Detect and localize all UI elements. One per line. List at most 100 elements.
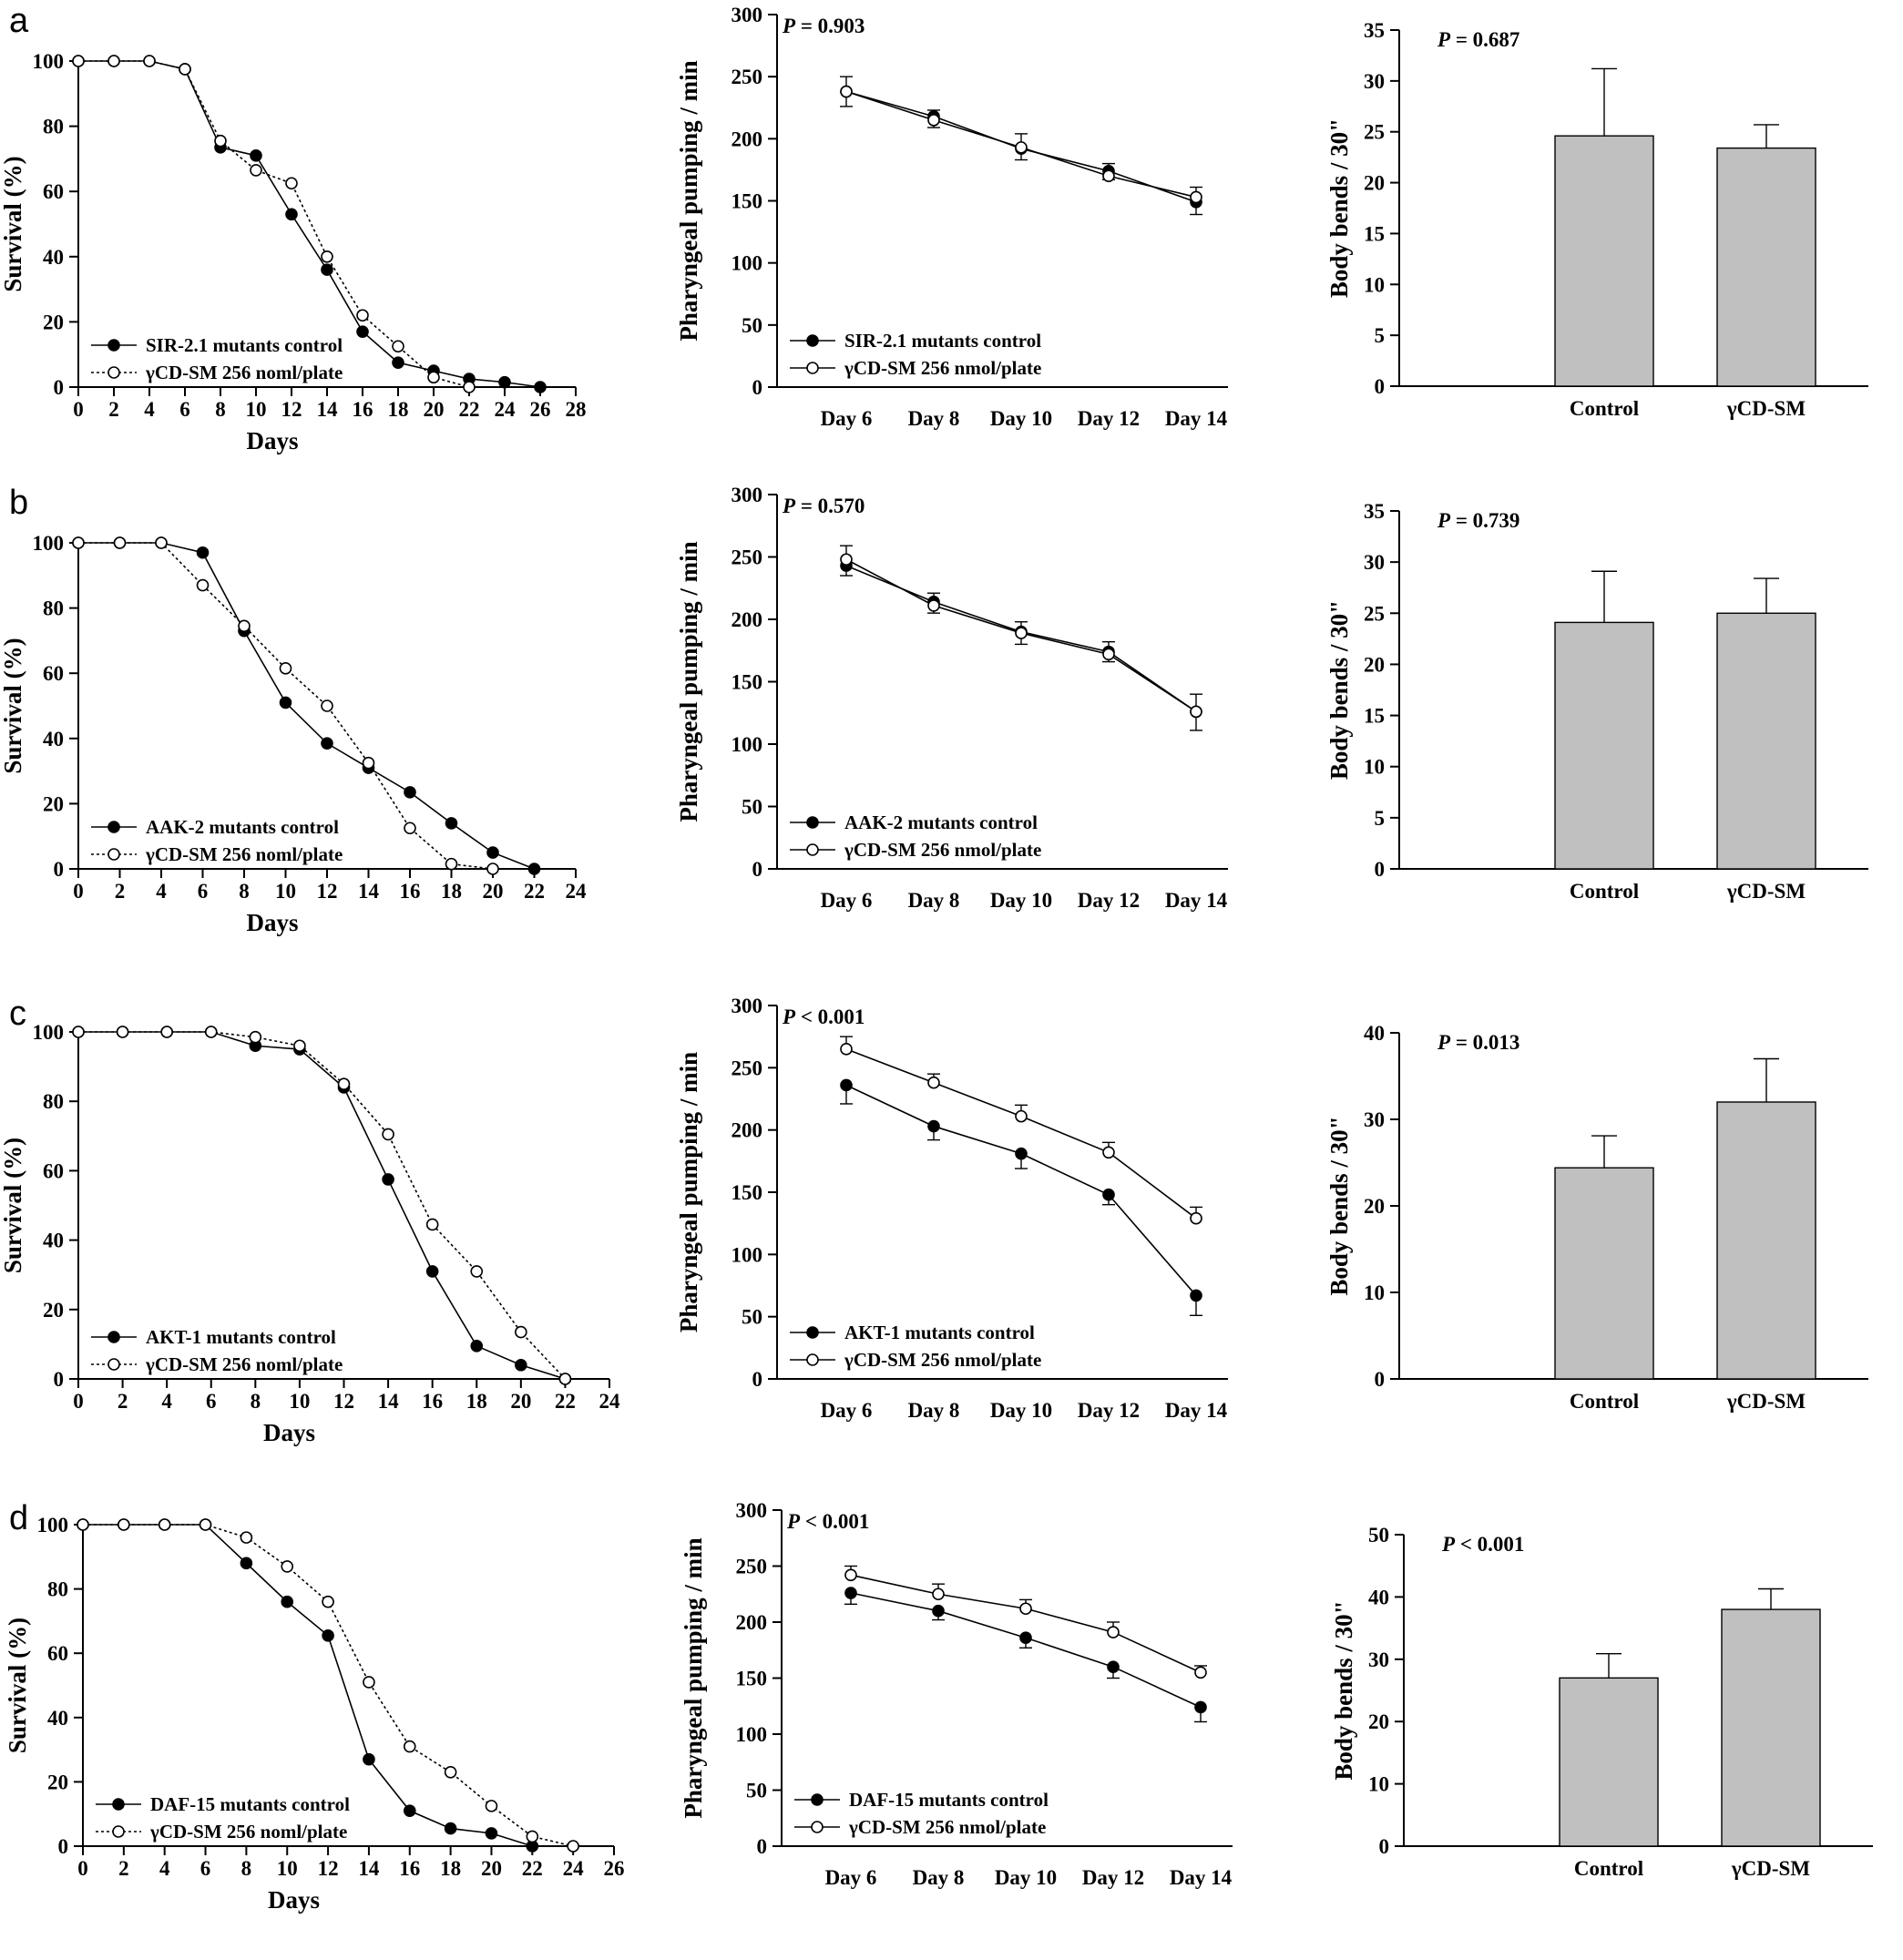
survival-point [567, 1840, 579, 1853]
bends-x-tick-label: Control [1574, 1857, 1643, 1880]
survival-legend-label: γCD-SM 256 noml/plate [145, 362, 343, 383]
pumping-legend-label: AKT-1 mutants control [844, 1322, 1035, 1343]
survival-x-axis-label: Days [268, 1886, 320, 1914]
survival-point [445, 817, 458, 830]
bends-chart: 0 5 10 15 20 25 30 35 Body bends / 30" Control γCD… [1325, 19, 1868, 420]
pumping-point [1190, 190, 1202, 204]
survival-series-line [78, 60, 470, 388]
bends-y-tick-label: 40 [1368, 1586, 1389, 1608]
survival-x-tick-label: 26 [604, 1857, 625, 1880]
bends-y-tick-label: 50 [1368, 1524, 1389, 1547]
pumping-x-tick-label: Day 8 [908, 407, 960, 430]
panel-letter: b [9, 484, 28, 522]
pumping-point [1102, 1146, 1115, 1159]
pumping-point [840, 85, 853, 98]
survival-x-tick-label: 14 [358, 880, 380, 903]
survival-x-tick-label: 4 [156, 880, 167, 903]
survival-point [281, 1595, 294, 1608]
survival-point [279, 696, 292, 709]
pumping-legend-marker [811, 1793, 824, 1806]
survival-series-line [83, 1524, 533, 1847]
survival-point [250, 164, 262, 177]
survival-point [558, 1373, 572, 1385]
pumping-x-tick-label: Day 8 [908, 889, 960, 912]
pumping-legend-marker [806, 816, 819, 829]
survival-point [160, 1026, 173, 1038]
bends-y-tick-label: 5 [1375, 807, 1386, 830]
survival-y-tick-label: 0 [54, 376, 65, 399]
pumping-point [927, 1119, 940, 1133]
pumping-p-value: P < 0.001 [782, 1006, 865, 1028]
survival-y-axis-label: Survival (%) [0, 1138, 26, 1273]
pumping-chart: 0 50 100 150 200 250 300 Pharyngeal pumping / m… [680, 1499, 1233, 1889]
survival-point [285, 177, 298, 190]
pumping-y-tick-label: 0 [752, 1368, 763, 1391]
pumping-point [1019, 1602, 1032, 1616]
survival-point [72, 55, 85, 67]
pumping-x-tick-label: Day 6 [825, 1866, 877, 1889]
pumping-y-tick-label: 250 [732, 546, 763, 569]
pumping-y-axis-label: Pharyngeal pumping / min [680, 1537, 707, 1818]
survival-legend-marker [107, 366, 120, 379]
survival-legend-marker [107, 339, 120, 352]
pumping-series-line [845, 1048, 1197, 1220]
pumping-legend-marker [806, 1326, 819, 1339]
pumping-p-value: P = 0.903 [782, 15, 865, 37]
bends-y-tick-label: 25 [1364, 602, 1385, 625]
pumping-y-tick-label: 200 [732, 608, 763, 631]
survival-point [204, 1026, 218, 1038]
survival-legend-marker [112, 1798, 125, 1811]
bends-y-tick-label: 10 [1368, 1773, 1389, 1796]
pumping-point [1102, 169, 1115, 183]
survival-x-tick-label: 24 [495, 398, 517, 421]
survival-x-tick-label: 10 [289, 1390, 310, 1413]
survival-y-tick-label: 60 [43, 1159, 64, 1182]
survival-series-line [78, 1031, 566, 1380]
survival-legend-label: DAF-15 mutants control [150, 1793, 350, 1815]
pumping-x-tick-label: Day 10 [990, 889, 1052, 912]
bends-y-axis-label: Body bends / 30" [1325, 118, 1353, 298]
pumping-y-tick-label: 300 [736, 1499, 768, 1522]
pumping-chart: 0 50 100 150 200 250 300 Pharyngeal pumping / m… [675, 4, 1228, 430]
survival-point [515, 1325, 527, 1339]
bends-x-tick-label: Control [1570, 397, 1639, 420]
survival-y-tick-label: 20 [43, 1299, 64, 1322]
pumping-point [1107, 1660, 1120, 1673]
survival-x-tick-label: 20 [510, 1390, 531, 1413]
survival-point [356, 309, 369, 322]
survival-y-tick-label: 60 [47, 1642, 68, 1665]
survival-x-tick-label: 12 [318, 1857, 339, 1880]
survival-x-tick-label: 6 [198, 880, 209, 903]
survival-y-tick-label: 40 [43, 246, 64, 269]
pumping-legend-marker [806, 362, 819, 374]
survival-point [279, 662, 292, 675]
survival-x-tick-label: 22 [555, 1390, 576, 1413]
survival-point [321, 737, 333, 750]
bends-x-tick-label: γCD-SM [1731, 1857, 1810, 1880]
survival-point [486, 863, 499, 875]
survival-point [72, 536, 85, 549]
survival-y-tick-label: 80 [43, 116, 64, 138]
survival-point [285, 208, 298, 221]
survival-x-tick-label: 16 [399, 1857, 420, 1880]
survival-x-tick-label: 8 [251, 1390, 261, 1413]
pumping-y-tick-label: 150 [732, 190, 763, 213]
pumping-x-tick-label: Day 12 [1078, 407, 1140, 430]
pumping-y-tick-label: 50 [746, 1780, 767, 1802]
bends-bar [1554, 621, 1654, 870]
bends-x-tick-label: Control [1570, 1390, 1639, 1413]
pumping-point [840, 1043, 853, 1056]
survival-point [238, 619, 251, 633]
pumping-y-tick-label: 250 [732, 1057, 763, 1079]
survival-point [463, 381, 476, 393]
survival-x-tick-label: 24 [563, 1857, 585, 1880]
survival-y-tick-label: 0 [54, 858, 65, 881]
panel-letter: a [9, 2, 29, 40]
survival-x-tick-label: 8 [241, 1857, 252, 1880]
pumping-y-tick-label: 50 [742, 314, 762, 337]
survival-point [143, 55, 156, 67]
survival-y-tick-label: 60 [43, 662, 64, 685]
